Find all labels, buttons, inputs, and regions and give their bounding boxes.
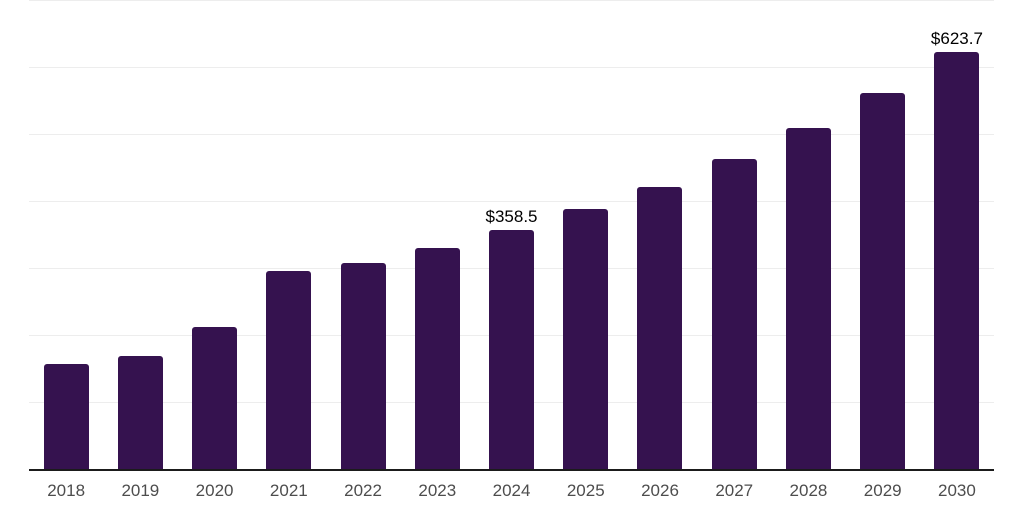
x-tick-label-2027: 2027 [715, 481, 754, 500]
x-tick-label-2025: 2025 [566, 481, 605, 500]
x-tick-label-2030: 2030 [938, 481, 976, 500]
x-axis-line [29, 469, 994, 471]
bar-slot-2023 [400, 0, 474, 470]
gridline-600 [29, 67, 994, 68]
gridline-400 [29, 201, 994, 202]
x-tick-label-2020: 2020 [195, 481, 234, 500]
gridline-700 [29, 0, 994, 1]
x-tick-label-2023: 2023 [418, 481, 457, 500]
x-tick-label-2018: 2018 [47, 481, 86, 500]
x-tick-label-2019: 2019 [121, 481, 160, 500]
bar-2028 [785, 128, 831, 470]
x-tick-label-2021: 2021 [269, 481, 308, 500]
bar-2025 [563, 208, 609, 470]
bar-slot-2019 [103, 0, 177, 470]
bar-slot-2021 [252, 0, 326, 470]
bar-2027 [711, 159, 757, 470]
bars: $358.5 $623.7 [29, 0, 994, 470]
x-tick-label-2022: 2022 [344, 481, 382, 500]
bar-slot-2030: $623.7 [920, 0, 994, 470]
x-tick-label-2029: 2029 [863, 481, 902, 500]
bar-value-label-2024: $358.5 [485, 206, 538, 226]
plot-area: $358.5 $623.7 [29, 0, 994, 471]
x-tick-label-2028: 2028 [789, 481, 828, 500]
bar-2023 [414, 248, 460, 470]
bar-slot-2029 [846, 0, 920, 470]
bar-slot-2028 [771, 0, 845, 470]
bar-slot-2024: $358.5 [474, 0, 548, 470]
gridline-500 [29, 134, 994, 135]
bar-slot-2022 [326, 0, 400, 470]
x-tick-label-2026: 2026 [641, 481, 679, 500]
bar-2022 [340, 262, 386, 470]
bar-2024 [489, 229, 535, 470]
bar-slot-2025 [549, 0, 623, 470]
bar-2020 [192, 327, 238, 470]
bar-value-label-2030: $623.7 [930, 29, 983, 49]
bar-2029 [860, 93, 906, 470]
bar-2026 [637, 186, 683, 470]
bar-slot-2018 [29, 0, 103, 470]
x-tick-label-2024: 2024 [492, 481, 531, 500]
bar-2030 [934, 52, 980, 470]
bar-slot-2027 [697, 0, 771, 470]
x-axis-labels: 2018 2019 2020 2021 2022 2023 2024 2025 2026 2027… [29, 481, 994, 501]
bar-2019 [117, 356, 163, 470]
bar-2021 [266, 271, 312, 470]
bar-2018 [43, 364, 89, 470]
bar-slot-2020 [177, 0, 251, 470]
bar-slot-2026 [623, 0, 697, 470]
